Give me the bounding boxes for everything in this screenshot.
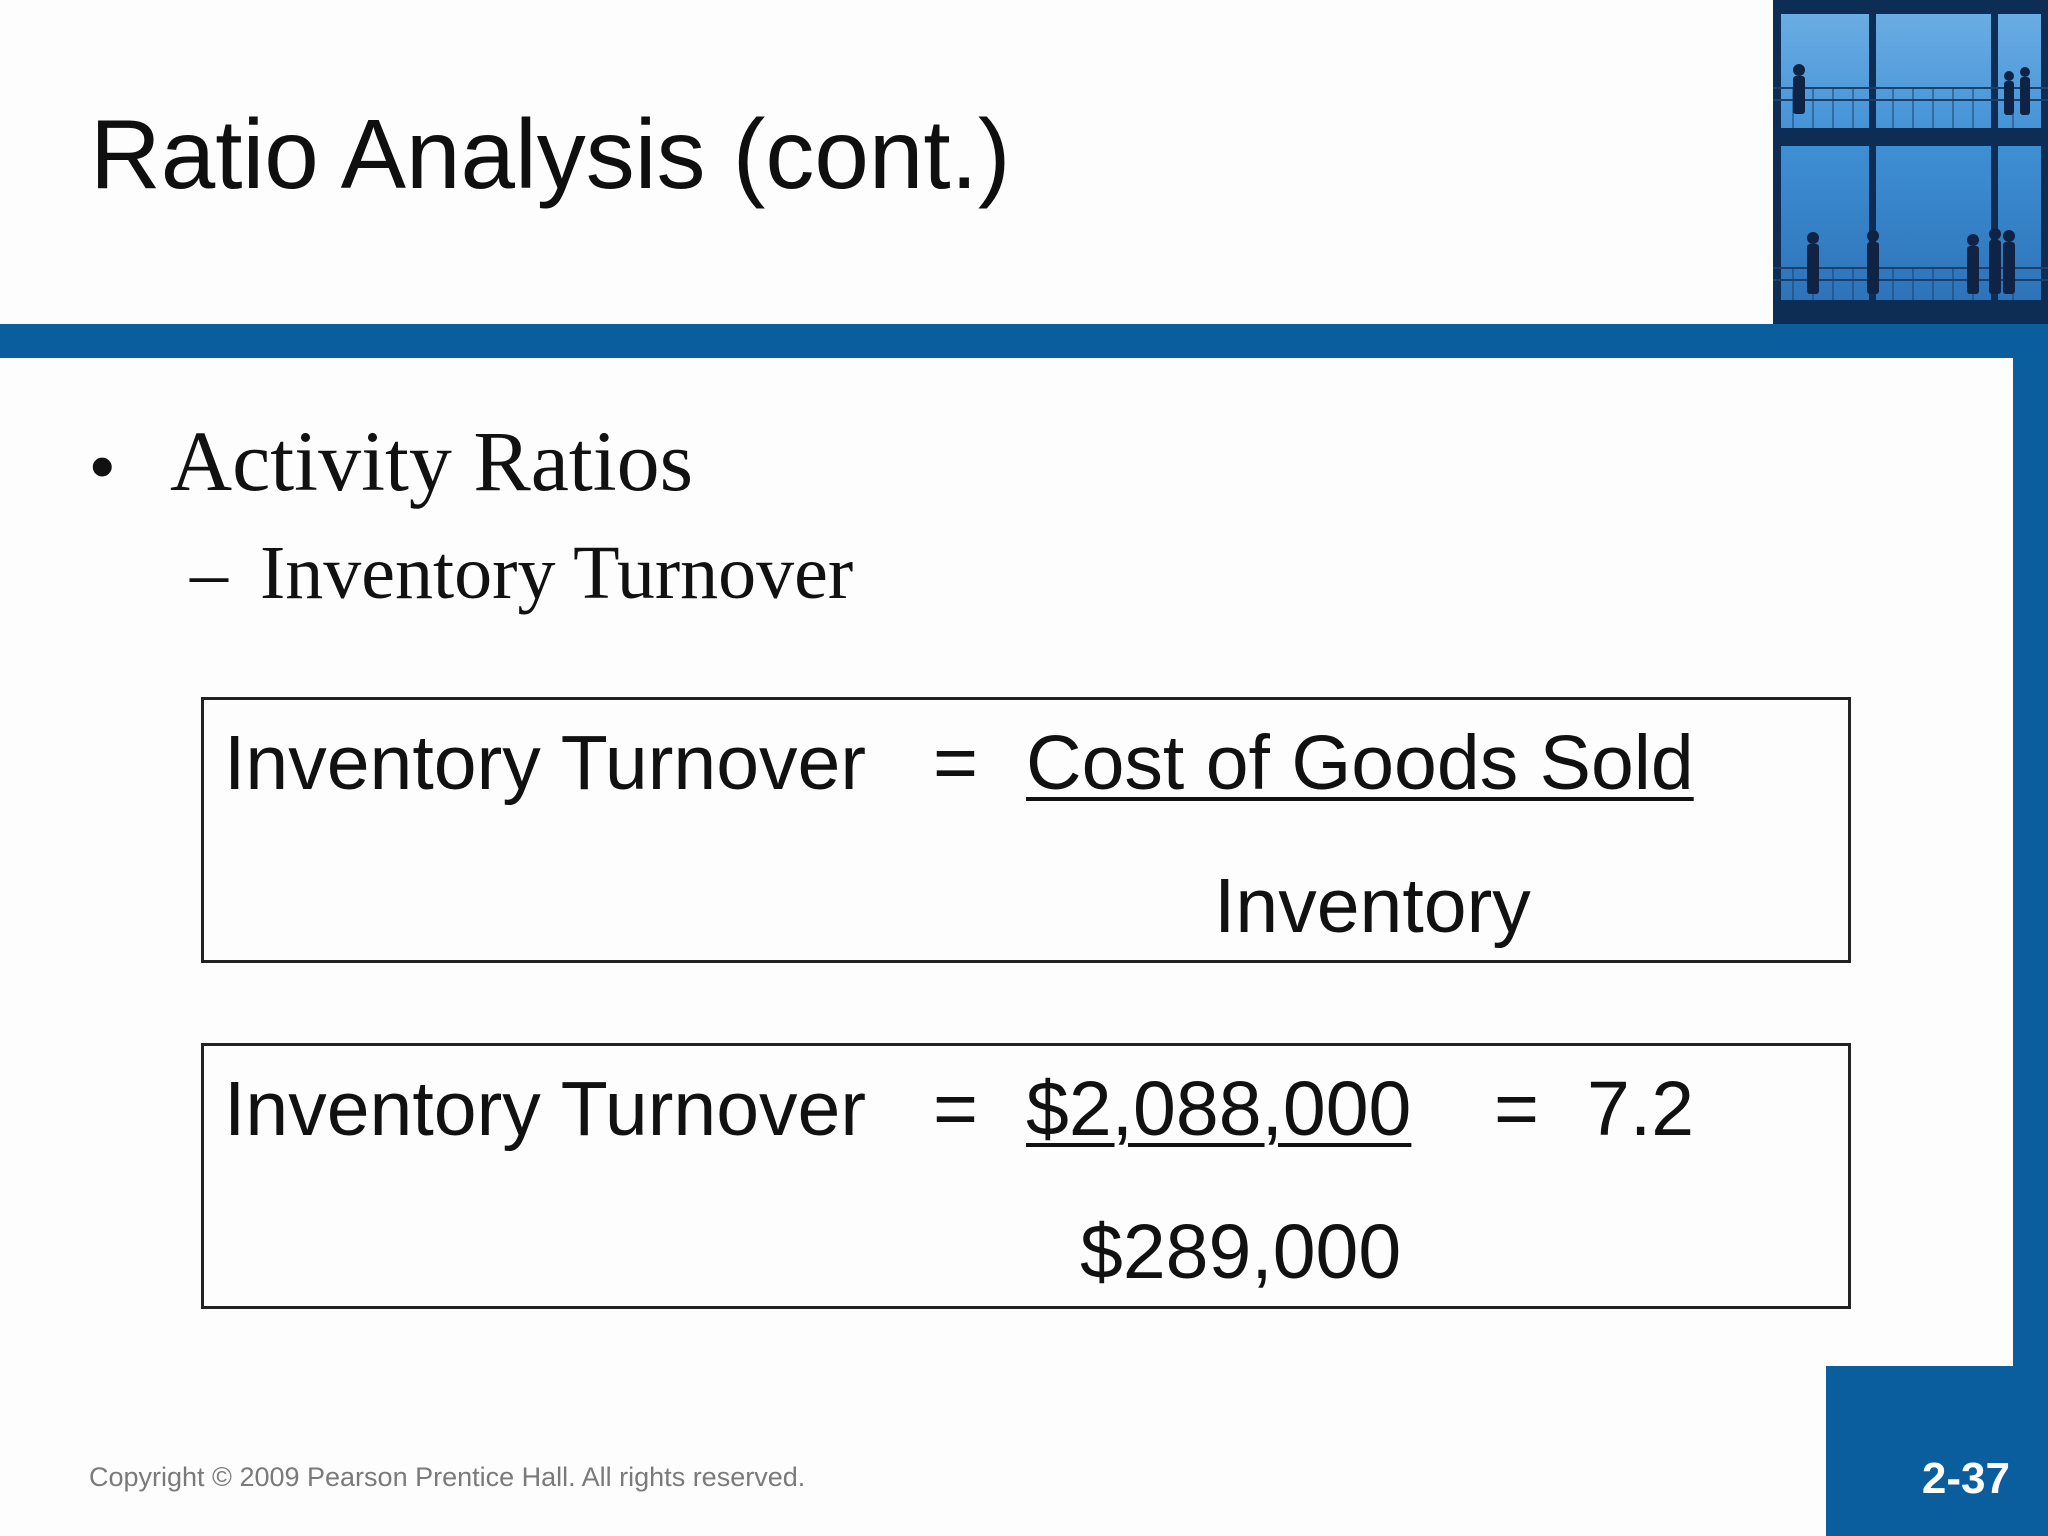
header-photo [1773, 0, 2048, 324]
bullet-text: Activity Ratios [170, 413, 694, 509]
header-divider-bar [0, 324, 2048, 358]
subbullet-inventory-turnover: – Inventory Turnover [190, 535, 853, 611]
formula-denominator: $289,000 [1080, 1209, 1402, 1295]
formula-equals: = [933, 1066, 978, 1152]
subbullet-dash: – [190, 531, 228, 615]
right-edge-bar [2013, 324, 2048, 1536]
formula-box-numeric: Inventory Turnover = $2,088,000 = 7.2 $2… [201, 1043, 1851, 1309]
formula-lhs: Inventory Turnover [224, 1066, 866, 1152]
bullet-activity-ratios: • Activity Ratios [90, 418, 693, 504]
formula-denominator: Inventory [1214, 863, 1531, 949]
formula-numerator: $2,088,000 [1026, 1066, 1412, 1152]
formula-equals: = [933, 720, 978, 806]
copyright-notice: Copyright © 2009 Pearson Prentice Hall. … [89, 1462, 806, 1492]
formula-lhs: Inventory Turnover [224, 720, 866, 806]
bullet-dot: • [90, 427, 115, 505]
formula-box-general: Inventory Turnover = Cost of Goods Sold … [201, 697, 1851, 963]
slide-title: Ratio Analysis (cont.) [90, 99, 1011, 209]
page-number-box: 2-37 [1826, 1366, 2048, 1536]
formula-numerator: Cost of Goods Sold [1026, 720, 1694, 806]
subbullet-text: Inventory Turnover [260, 531, 854, 615]
formula-result: 7.2 [1587, 1066, 1695, 1152]
page-number: 2-37 [1921, 1454, 2010, 1503]
formula-equals-result: = [1494, 1066, 1539, 1152]
